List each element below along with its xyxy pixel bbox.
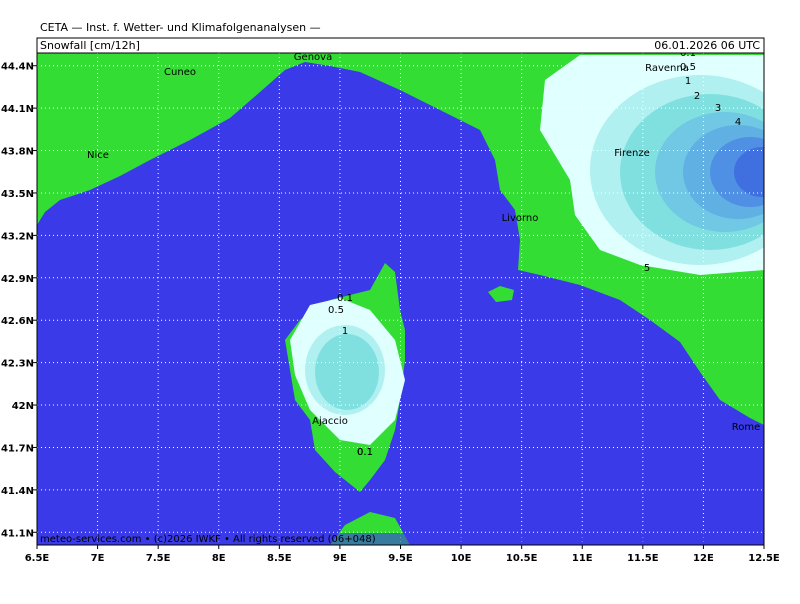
place-label: Ravenna bbox=[645, 63, 689, 74]
place-label: Genova bbox=[294, 52, 332, 63]
y-tick-label: 44.1N bbox=[1, 104, 34, 115]
x-tick-label: 7E bbox=[91, 553, 105, 564]
x-tick-label: 9.5E bbox=[388, 553, 413, 564]
contour-label: 2 bbox=[694, 91, 700, 102]
y-tick-label: 43.5N bbox=[1, 189, 34, 200]
valid-time: 06.01.2026 06 UTC bbox=[654, 39, 760, 52]
contour-label: 4 bbox=[735, 117, 741, 128]
x-tick-label: 12.5E bbox=[748, 553, 780, 564]
x-tick-label: 10.5E bbox=[506, 553, 538, 564]
elba bbox=[488, 286, 514, 302]
snow-italy bbox=[540, 55, 764, 275]
place-label: Ajaccio bbox=[312, 416, 348, 427]
parameter: Snowfall [cm/12h] bbox=[40, 39, 140, 52]
contour-label: 0.1 bbox=[337, 293, 353, 304]
y-tick-label: 43.2N bbox=[1, 231, 34, 242]
header-title: CETA — Inst. f. Wetter- und Klimafolgena… bbox=[40, 21, 321, 34]
place-label: Rome bbox=[732, 422, 761, 433]
contour-label: 0.5 bbox=[680, 62, 696, 73]
x-tick-label: 8E bbox=[212, 553, 226, 564]
x-tick-label: 12E bbox=[693, 553, 714, 564]
contour-label: 3 bbox=[715, 103, 721, 114]
contour-label: 0.5 bbox=[328, 305, 344, 316]
place-label: Cuneo bbox=[164, 67, 196, 78]
y-tick-label: 43.8N bbox=[1, 147, 34, 158]
contour-label: 0.1 bbox=[680, 48, 696, 59]
footer: meteo-services.com • (c)2026 IWKF • All … bbox=[40, 534, 376, 545]
y-tick-label: 42.9N bbox=[1, 274, 34, 285]
map-area: Cuneo Genova Nice Livorno Firenze Ravenna Ajac… bbox=[37, 48, 764, 545]
x-tick-label: 8.5E bbox=[267, 553, 292, 564]
y-tick-label: 42.6N bbox=[1, 316, 34, 327]
snow-corsica bbox=[290, 298, 405, 445]
contour-label: 1 bbox=[342, 326, 348, 337]
footer-bar bbox=[37, 533, 764, 545]
contour-label: 0.1 bbox=[357, 447, 373, 458]
x-tick-label: 6.5E bbox=[25, 553, 50, 564]
contour-label: 1 bbox=[685, 76, 691, 87]
y-tick-label: 41.1N bbox=[1, 528, 34, 539]
x-tick-label: 7.5E bbox=[146, 553, 171, 564]
place-label: Livorno bbox=[502, 213, 539, 224]
y-tick-label: 41.7N bbox=[1, 443, 34, 454]
y-tick-label: 42N bbox=[12, 401, 34, 412]
x-tick-label: 11.5E bbox=[627, 553, 659, 564]
contour-label: 0.1 bbox=[357, 447, 373, 458]
place-label: Nice bbox=[87, 150, 109, 161]
x-tick-label: 9E bbox=[333, 553, 347, 564]
x-tick-label: 11E bbox=[572, 553, 593, 564]
x-tick-label: 10E bbox=[451, 553, 472, 564]
y-tick-label: 41.4N bbox=[1, 486, 34, 497]
contour-label: 5 bbox=[644, 263, 650, 274]
place-label: Firenze bbox=[614, 148, 650, 159]
y-tick-label: 42.3N bbox=[1, 359, 34, 370]
y-tick-label: 44.4N bbox=[1, 62, 34, 73]
